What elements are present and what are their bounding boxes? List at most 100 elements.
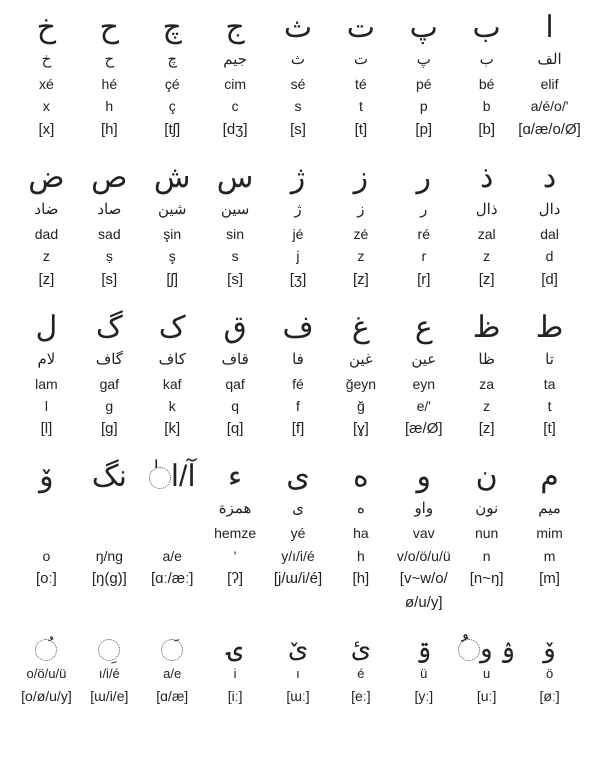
letter-name-arabic: نون — [455, 495, 518, 522]
letter-name-roman: lam — [15, 373, 78, 395]
letter-transliteration: d — [518, 245, 581, 267]
letter-transliteration: ı/i/é — [78, 664, 141, 685]
letter-glyph: ن — [455, 459, 518, 495]
letter-glyph: چ — [141, 10, 204, 46]
letter-name-roman: qaf — [204, 373, 267, 395]
letter-name-roman: ha — [329, 522, 392, 544]
letter-transliteration: ç — [141, 95, 204, 117]
letter-transliteration: t — [518, 395, 581, 417]
letter-ipa: [n~ŋ] — [455, 567, 518, 615]
letter-name-roman — [141, 522, 204, 544]
letter-name-arabic: ح — [78, 46, 141, 73]
letter-ipa: [h] — [78, 118, 141, 142]
letter-name-roman: za — [455, 373, 518, 395]
letter-transliteration: m — [518, 545, 581, 567]
letter-glyph: ل — [15, 310, 78, 346]
letter-name-arabic: عين — [392, 346, 455, 373]
letter-transliteration: a/e — [141, 545, 204, 567]
letter-glyph: ق — [204, 310, 267, 346]
letter-transliteration: z — [15, 245, 78, 267]
letter-glyph: ض — [15, 160, 78, 196]
letter-name-arabic: الف — [518, 46, 581, 73]
letter-name-roman: şin — [141, 223, 204, 245]
letter-glyph: و — [392, 459, 455, 495]
letter-ipa: [r] — [392, 268, 455, 292]
letter-transliteration: s — [267, 95, 330, 117]
letter-name-roman: kaf — [141, 373, 204, 395]
letter-transliteration: ğ — [329, 395, 392, 417]
letter-glyph: ب — [455, 10, 518, 46]
letter-transliteration: t — [329, 95, 392, 117]
letter-ipa: [z] — [15, 268, 78, 292]
letter-ipa: [ɯ/i/e] — [78, 685, 141, 707]
letter-name-arabic: دال — [518, 196, 581, 223]
letter-ipa: [k] — [141, 417, 204, 441]
letter-name-roman: dal — [518, 223, 581, 245]
letter-ipa: [s] — [204, 268, 267, 292]
letter-name-roman — [78, 522, 141, 544]
letter-group: ابپتثجچحخالفبپتثجيمچحخelifbépétésécimçéh… — [15, 10, 581, 142]
letter-transliteration: ü — [392, 664, 455, 685]
letter-ipa: [ʃ] — [141, 268, 204, 292]
letter-transliteration: k — [141, 395, 204, 417]
letter-glyph: گ — [78, 310, 141, 346]
letter-ipa: [t] — [518, 417, 581, 441]
letter-transliteration: v/o/ö/u/ü — [392, 545, 455, 567]
letter-name-arabic — [15, 495, 78, 522]
letter-ipa: [p] — [392, 118, 455, 142]
letter-name-arabic: ژ — [267, 196, 330, 223]
letter-name-roman: yé — [267, 522, 330, 544]
letter-name-roman: sé — [267, 73, 330, 95]
letter-ipa: [s] — [267, 118, 330, 142]
letter-transliteration: ö — [518, 664, 581, 685]
letter-ipa: [q] — [204, 417, 267, 441]
letter-name-arabic: پ — [392, 46, 455, 73]
letter-transliteration: h — [78, 95, 141, 117]
letter-name-roman: cim — [204, 73, 267, 95]
letter-glyph: ی — [267, 459, 330, 495]
letter-name-arabic: لام — [15, 346, 78, 373]
letter-glyph: ه — [329, 459, 392, 495]
letter-name-roman: xé — [15, 73, 78, 95]
letter-name-arabic — [141, 495, 204, 522]
letter-ipa: [m] — [518, 567, 581, 615]
letter-transliteration: ṣ — [78, 245, 141, 267]
letter-ipa: [ŋ(g)] — [78, 567, 141, 615]
letter-name-roman: ré — [392, 223, 455, 245]
letter-glyph: پ — [392, 10, 455, 46]
letter-ipa: [iː] — [204, 685, 267, 707]
letter-name-roman: hé — [78, 73, 141, 95]
letter-glyph: ء — [204, 459, 267, 495]
letter-glyph — [78, 633, 141, 664]
letter-name-arabic: ظا — [455, 346, 518, 373]
letter-name-arabic: ی — [267, 495, 330, 522]
letter-name-arabic: ب — [455, 46, 518, 73]
letter-glyph: ش — [141, 160, 204, 196]
letter-transliteration: ş — [141, 245, 204, 267]
letter-transliteration: r — [392, 245, 455, 267]
letter-name-arabic: جيم — [204, 46, 267, 73]
letter-glyph: ژ — [267, 160, 330, 196]
letter-name-arabic: ميم — [518, 495, 581, 522]
letter-ipa: [ɑː/æː] — [141, 567, 204, 615]
letter-ipa: [z] — [329, 268, 392, 292]
letter-name-roman: sad — [78, 223, 141, 245]
letter-name-arabic: خ — [15, 46, 78, 73]
letter-glyph: آ/اٰ — [141, 459, 204, 495]
letter-ipa: [ɣ] — [329, 417, 392, 441]
letter-name-roman: zé — [329, 223, 392, 245]
letter-transliteration: s — [204, 245, 267, 267]
letter-ipa: [g] — [78, 417, 141, 441]
letter-transliteration: o/ö/u/ü — [15, 664, 78, 685]
letter-transliteration: l — [15, 395, 78, 417]
letter-name-arabic: صاد — [78, 196, 141, 223]
letter-glyph: س — [204, 160, 267, 196]
letter-transliteration: n — [455, 545, 518, 567]
letter-group: دذرزژسشصضدالذالرزژسينشينصادضادdalzalrézé… — [15, 160, 581, 292]
letter-ipa: [æ/Ø] — [392, 417, 455, 441]
letter-group: ۆۉ وُۊئێۍöuüéıia/eı/i/éo/ö/u/ü[øː][uː][y… — [15, 633, 581, 707]
letter-name-arabic: ت — [329, 46, 392, 73]
letter-name-arabic: ث — [267, 46, 330, 73]
letter-glyph: ث — [267, 10, 330, 46]
letter-transliteration: z — [455, 245, 518, 267]
